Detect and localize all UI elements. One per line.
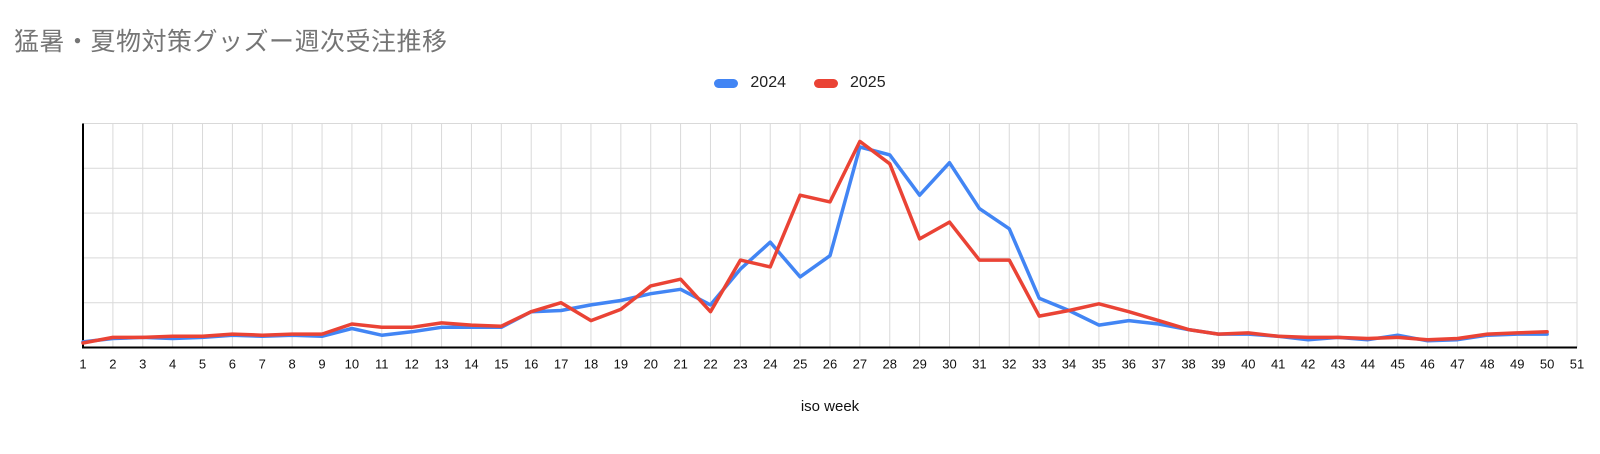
x-tick-label: 31 [972, 357, 986, 372]
x-tick-label: 10 [345, 357, 359, 372]
x-tick-label: 15 [494, 357, 508, 372]
x-tick-label: 45 [1390, 357, 1404, 372]
x-tick-label: 18 [584, 357, 598, 372]
x-tick-label: 13 [434, 357, 448, 372]
x-tick-label: 8 [289, 357, 296, 372]
legend-item-2025: 2025 [814, 74, 886, 92]
x-tick-label: 1 [79, 357, 86, 372]
x-tick-label: 11 [375, 357, 389, 372]
x-tick-label: 51 [1570, 357, 1584, 372]
x-tick-label: 34 [1062, 357, 1076, 372]
x-tick-label: 48 [1480, 357, 1494, 372]
x-tick-label: 46 [1420, 357, 1434, 372]
x-tick-label: 17 [554, 357, 568, 372]
x-tick-label: 40 [1241, 357, 1255, 372]
x-tick-label: 42 [1301, 357, 1315, 372]
x-axis-title: iso week [800, 398, 860, 415]
x-tick-label: 39 [1211, 357, 1225, 372]
x-tick-label: 47 [1450, 357, 1464, 372]
x-tick-label: 28 [883, 357, 897, 372]
legend-swatch-2024-icon [714, 78, 739, 88]
legend-item-2024: 2024 [714, 74, 786, 92]
legend: 2024 2025 [0, 74, 1600, 92]
x-tick-label: 19 [614, 357, 628, 372]
legend-label-2025: 2025 [850, 74, 886, 91]
x-tick-label: 16 [524, 357, 538, 372]
legend-label-2024: 2024 [750, 74, 786, 91]
x-tick-label: 36 [1122, 357, 1136, 372]
x-tick-label: 20 [643, 357, 657, 372]
chart-title: 猛暑・夏物対策グッズー週次受注推移 [14, 28, 448, 56]
x-tick-label: 49 [1510, 357, 1524, 372]
x-tick-label: 22 [703, 357, 717, 372]
x-tick-label: 3 [139, 357, 146, 372]
x-tick-label: 50 [1540, 357, 1554, 372]
x-tick-label: 7 [259, 357, 266, 372]
series-line-2025 [81, 139, 1549, 345]
series-line-2024 [81, 145, 1549, 344]
x-tick-label: 2 [109, 357, 116, 372]
x-tick-label: 24 [763, 357, 777, 372]
x-tick-label: 29 [912, 357, 926, 372]
x-tick-label: 4 [169, 357, 176, 372]
x-tick-label: 33 [1032, 357, 1046, 372]
x-tick-label: 14 [464, 357, 478, 372]
x-tick-label: 21 [673, 357, 687, 372]
x-tick-label: 12 [404, 357, 418, 372]
x-tick-label: 23 [733, 357, 747, 372]
x-tick-label: 32 [1002, 357, 1016, 372]
x-tick-label: 25 [793, 357, 807, 372]
x-tick-label: 44 [1361, 357, 1375, 372]
x-tick-label: 30 [942, 357, 956, 372]
x-tick-label: 27 [853, 357, 867, 372]
x-tick-label: 37 [1151, 357, 1165, 372]
x-tick-label: 41 [1271, 357, 1285, 372]
x-tick-label: 43 [1331, 357, 1345, 372]
x-tick-label: 26 [823, 357, 837, 372]
x-tick-label: 35 [1092, 357, 1106, 372]
x-tick-label: 38 [1181, 357, 1195, 372]
x-tick-label: 6 [229, 357, 236, 372]
x-tick-label: 5 [199, 357, 206, 372]
x-tick-label: 9 [318, 357, 325, 372]
legend-swatch-2025-icon [814, 78, 838, 88]
